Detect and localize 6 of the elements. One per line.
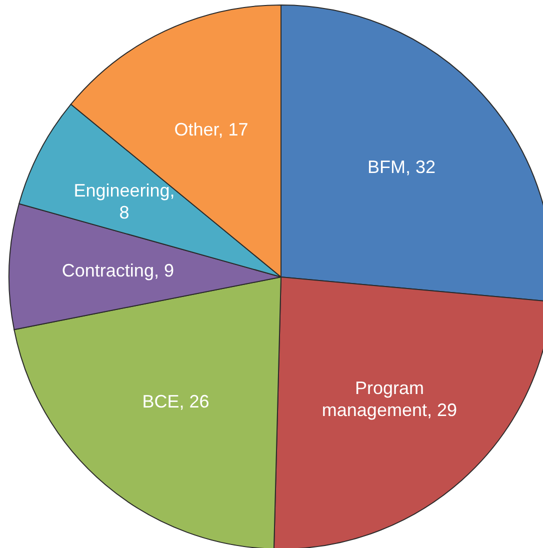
slice-label: BFM, 32 (368, 156, 436, 177)
slice-label: Program management, 29 (322, 378, 458, 420)
slice-label: Engineering, 8 (74, 180, 175, 223)
slice-label: BCE, 26 (142, 392, 210, 412)
slice-label: Contracting, 9 (62, 260, 174, 281)
slice-label: Other, 17 (174, 119, 248, 140)
